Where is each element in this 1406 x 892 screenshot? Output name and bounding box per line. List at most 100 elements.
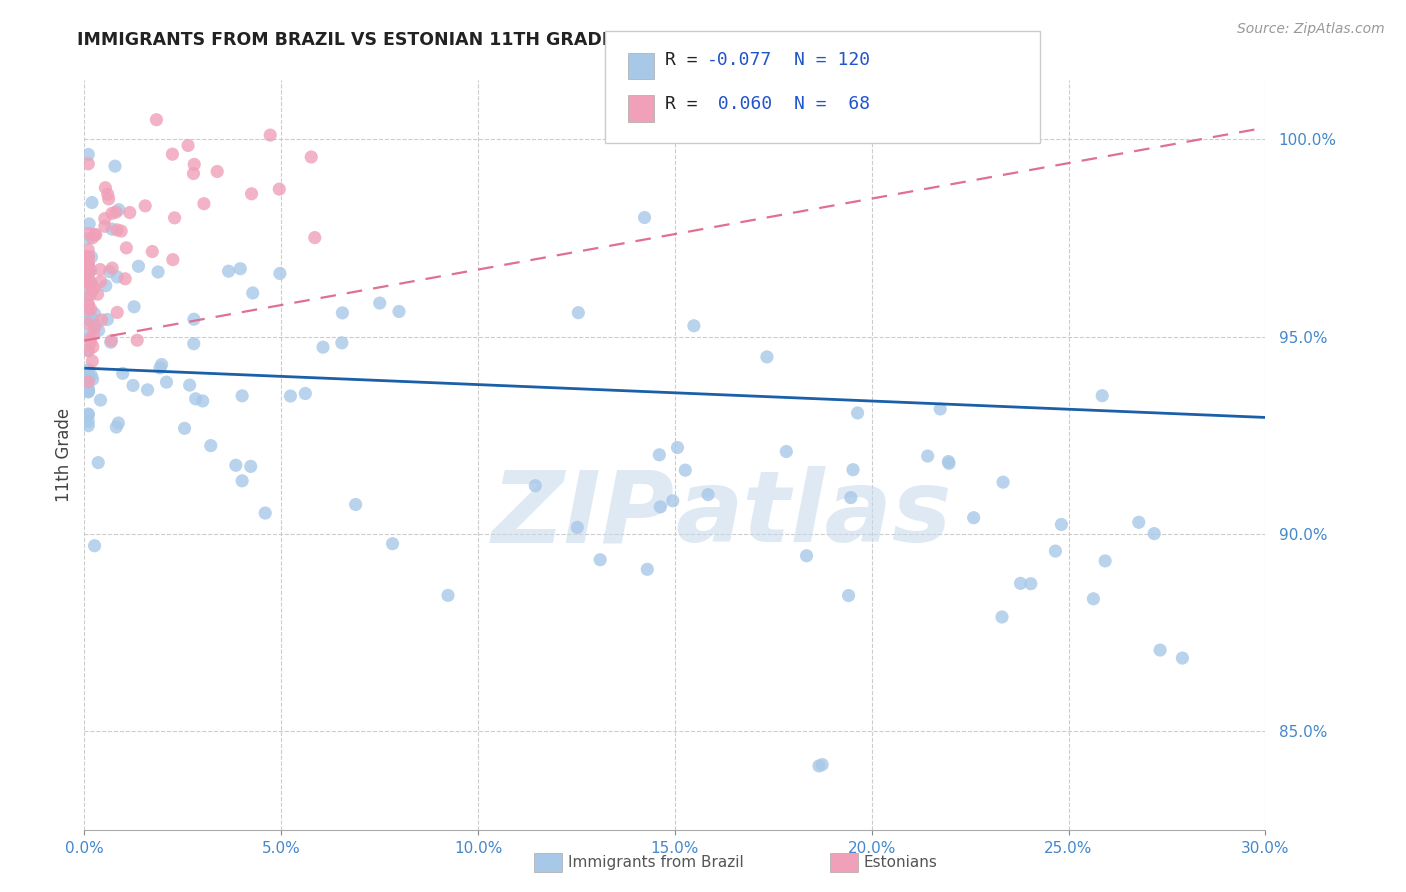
Point [97,187,120,202]
Point [77,375,100,389]
Point [89,393,111,408]
Point [94,180,117,194]
Text: N = 120: N = 120 [794,51,870,69]
Point [330,335,353,350]
Point [94,219,117,234]
Point [77,343,100,358]
Point [80,335,103,350]
Point [83,320,105,334]
Point [183,312,205,326]
Point [146,265,169,279]
Point [269,182,291,196]
Point [134,199,156,213]
Point [80,195,103,210]
Point [105,223,128,237]
Point [807,759,830,773]
Point [77,257,100,271]
Point [1149,643,1171,657]
Point [269,267,291,281]
Point [77,249,100,263]
Point [332,306,354,320]
Point [240,186,263,201]
Point [184,392,207,406]
Point [118,205,141,219]
Point [79,332,101,346]
Point [77,266,100,280]
Point [1128,515,1150,529]
Point [77,384,100,398]
Point [77,257,100,271]
Point [94,278,117,293]
Point [77,381,100,395]
Point [77,369,100,384]
Point [77,243,100,257]
Point [683,318,706,333]
Point [1083,591,1105,606]
Point [80,302,103,317]
Point [193,196,215,211]
Point [97,192,120,206]
Point [991,610,1014,624]
Point [77,266,100,280]
Point [79,275,101,289]
Point [82,354,104,368]
Text: atlas: atlas [675,467,952,564]
Point [77,363,100,377]
Point [80,263,103,277]
Point [107,416,129,430]
Point [77,217,100,231]
Point [183,157,205,171]
Point [437,588,460,602]
Point [1171,651,1194,665]
Point [77,251,100,265]
Point [83,281,105,295]
Point [179,378,201,392]
Point [104,205,127,219]
Point [929,401,952,416]
Point [105,269,128,284]
Point [77,310,100,325]
Point [229,261,252,276]
Point [77,276,100,290]
Point [150,358,173,372]
Point [231,389,253,403]
Point [254,506,277,520]
Point [77,258,100,272]
Point [650,500,672,514]
Point [80,311,103,326]
Point [839,491,862,505]
Point [77,408,100,422]
Point [205,164,228,178]
Point [77,298,100,312]
Point [589,553,612,567]
Point [94,211,117,226]
Point [82,326,104,341]
Point [82,340,104,354]
Point [259,128,281,142]
Text: Estonians: Estonians [863,855,938,870]
Point [567,306,589,320]
Point [77,407,100,421]
Point [79,313,101,327]
Point [775,444,797,458]
Point [294,386,316,401]
Point [83,539,105,553]
Point [122,300,145,314]
Point [917,449,939,463]
Point [101,261,124,276]
Point [77,384,100,398]
Point [145,112,167,127]
Point [77,297,100,311]
Point [77,231,100,245]
Point [82,314,104,328]
Point [100,334,122,348]
Point [231,474,253,488]
Point [104,159,127,173]
Point [86,287,108,301]
Point [304,230,326,244]
Point [1010,576,1032,591]
Point [177,138,200,153]
Point [162,147,184,161]
Point [77,327,100,342]
Point [173,421,195,435]
